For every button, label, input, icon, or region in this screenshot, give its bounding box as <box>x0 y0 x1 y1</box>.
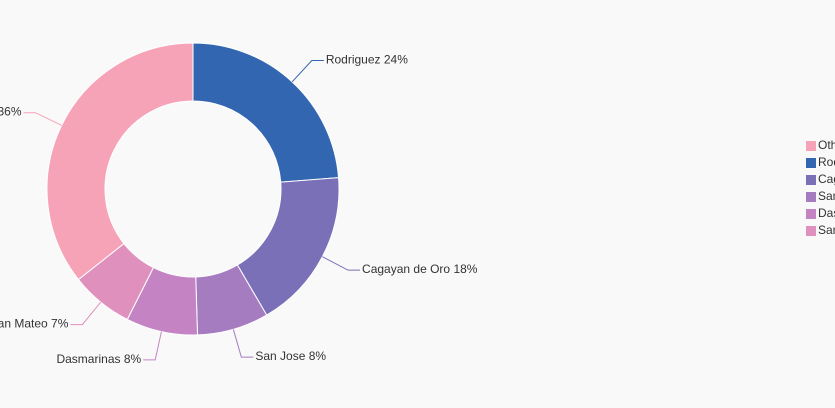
leader-line <box>143 331 162 361</box>
legend-swatch <box>806 209 816 219</box>
data-label: San Mateo 7% <box>0 317 69 331</box>
data-label: Rodriguez 24% <box>326 53 408 67</box>
data-label: San Jose 8% <box>255 349 326 363</box>
legend-swatch <box>806 175 816 185</box>
leader-line <box>70 301 102 326</box>
legend-swatch <box>806 141 816 151</box>
label-value: 8% <box>309 349 327 363</box>
label-value: 18% <box>453 262 477 276</box>
label-name: Rodriguez <box>326 53 381 67</box>
leader-line <box>23 112 62 126</box>
leader-line <box>291 60 324 83</box>
legend-label: Cagayan de Oro <box>818 172 835 186</box>
leader-line <box>232 329 254 358</box>
legend-swatch <box>806 192 816 202</box>
label-value: 36% <box>0 105 22 119</box>
label-value: 24% <box>384 53 408 67</box>
legend-label: San Jose <box>818 189 835 203</box>
legend-label: Dasmarinas <box>818 206 835 220</box>
legend-swatch <box>806 158 816 168</box>
label-name: San Mateo <box>0 317 48 331</box>
legend-swatch <box>806 226 816 236</box>
data-label: Cagayan de Oro 18% <box>362 262 478 276</box>
label-name: Dasmarinas <box>56 352 120 366</box>
data-label: Others 36% <box>0 105 22 119</box>
leader-line <box>322 256 361 271</box>
label-name: Cagayan de Oro <box>362 262 450 276</box>
data-label: Dasmarinas 8% <box>56 352 141 366</box>
donut-slice <box>192 42 340 183</box>
label-value: 8% <box>124 352 142 366</box>
legend-label: Rodriguez <box>818 155 835 169</box>
label-value: 7% <box>51 317 69 331</box>
legend-label: San Mateo <box>818 223 835 237</box>
legend-label: Others <box>818 138 835 152</box>
label-name: San Jose <box>255 349 305 363</box>
donut-slice <box>46 42 194 281</box>
